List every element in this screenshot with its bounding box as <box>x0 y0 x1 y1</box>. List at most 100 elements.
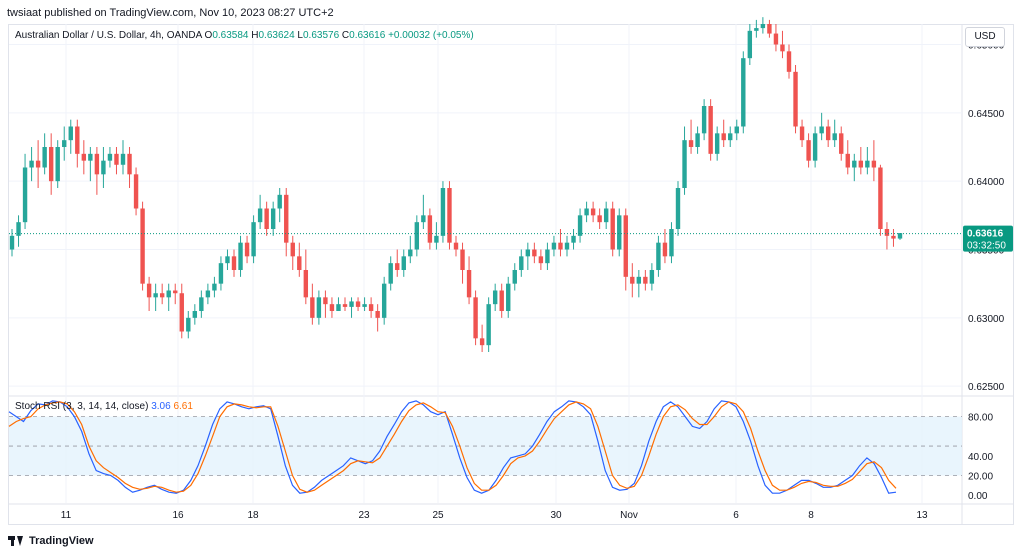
candle-body <box>9 235 15 250</box>
candle-body <box>388 263 393 284</box>
candle-body <box>166 290 171 298</box>
candle-body <box>558 242 563 250</box>
candle-body <box>421 215 426 223</box>
candle-body <box>238 242 243 270</box>
candle-body <box>88 153 93 161</box>
candle-body <box>68 126 73 141</box>
low-label: L <box>297 30 303 41</box>
open-value: 0.63584 <box>212 30 249 41</box>
low-value: 0.63576 <box>302 30 340 41</box>
time-tick-label: 25 <box>432 510 444 521</box>
candle-body <box>780 44 785 52</box>
candle-body <box>153 293 158 298</box>
candle-body <box>277 194 282 209</box>
candle-body <box>146 283 152 298</box>
candle-body <box>16 222 21 236</box>
time-tick-label: 16 <box>172 510 184 521</box>
time-tick-label: 18 <box>247 510 259 521</box>
candle-body <box>107 153 113 161</box>
time-tick-label: 8 <box>808 510 814 521</box>
candle-body <box>597 215 602 223</box>
candle-body <box>447 188 452 243</box>
candle-body <box>525 249 531 257</box>
candle-body <box>323 297 328 305</box>
change-value: +0.00032 (+0.05%) <box>388 30 474 41</box>
candle-body <box>760 24 766 29</box>
candle-body <box>460 249 465 270</box>
candle-body <box>617 215 622 250</box>
countdown-value: 03:32:50 <box>967 241 1006 252</box>
candle-body <box>140 208 145 284</box>
candle-body <box>538 256 544 264</box>
candle-body <box>519 256 524 270</box>
candle-body <box>408 249 413 257</box>
candle-body <box>695 133 700 147</box>
candle-body <box>48 147 54 182</box>
candle-body <box>401 256 406 270</box>
candle-body <box>799 126 805 141</box>
currency-button[interactable]: USD <box>965 27 1005 47</box>
candle-body <box>257 208 263 223</box>
high-label: H <box>251 30 259 41</box>
candle-body <box>159 293 165 298</box>
candle-body <box>75 126 80 154</box>
candle-body <box>675 188 681 229</box>
candle-body <box>551 242 557 250</box>
candle-body <box>891 235 896 239</box>
candle-body <box>290 242 295 257</box>
footer-brand: TradingView <box>8 535 94 547</box>
candle-body <box>205 290 211 298</box>
candle-body <box>630 276 635 284</box>
candle-body <box>845 153 850 168</box>
candle-body <box>22 167 28 223</box>
candle-body <box>94 153 100 175</box>
candle-body <box>127 153 132 175</box>
candle-body <box>878 167 883 229</box>
time-tick-label: 30 <box>550 510 562 521</box>
candle-body <box>473 297 478 339</box>
candle-body <box>603 208 609 223</box>
candle-body <box>466 270 472 298</box>
candle-body <box>231 256 237 270</box>
brand-name: TradingView <box>29 535 94 547</box>
candle-body <box>825 126 831 141</box>
candle-body <box>62 140 67 147</box>
candle-body <box>186 317 191 332</box>
candle-body <box>571 235 576 243</box>
candle-body <box>577 215 583 236</box>
candle-body <box>453 242 459 250</box>
price-tick-label: 0.64000 <box>968 177 1005 188</box>
candle-body <box>865 160 870 168</box>
time-tick-label: Nov <box>620 510 638 521</box>
candle-body <box>349 301 354 307</box>
candle-body <box>35 160 41 168</box>
candle-body <box>688 140 694 147</box>
candle-body <box>564 242 570 250</box>
candle-body <box>741 58 746 127</box>
candle-body <box>114 153 119 165</box>
stoch-k-value: 3.06 <box>151 401 171 412</box>
candle-body <box>179 293 184 332</box>
stoch-tick-label: 20.00 <box>968 472 993 483</box>
candle-body <box>42 147 47 168</box>
candle-body <box>81 153 87 161</box>
candle-body <box>270 208 276 229</box>
candle-body <box>381 283 387 318</box>
candle-body <box>793 71 798 127</box>
candle-body <box>714 133 720 154</box>
candle-body <box>649 270 655 284</box>
last-price-tag <box>963 225 1013 252</box>
candle-body <box>192 311 198 318</box>
candle-body <box>623 215 628 277</box>
time-tick-label: 23 <box>358 510 370 521</box>
candle-body <box>427 215 433 243</box>
candle-body <box>643 276 648 284</box>
candle-body <box>499 290 504 311</box>
symbol-legend: Australian Dollar / U.S. Dollar, 4h, OAN… <box>15 30 474 41</box>
candle-body <box>212 283 217 291</box>
candle-body <box>512 270 517 284</box>
last-price-value: 0.63616 <box>967 229 1004 240</box>
stoch-tick-label: 0.00 <box>968 491 988 502</box>
stoch-lines-layer <box>8 400 897 494</box>
